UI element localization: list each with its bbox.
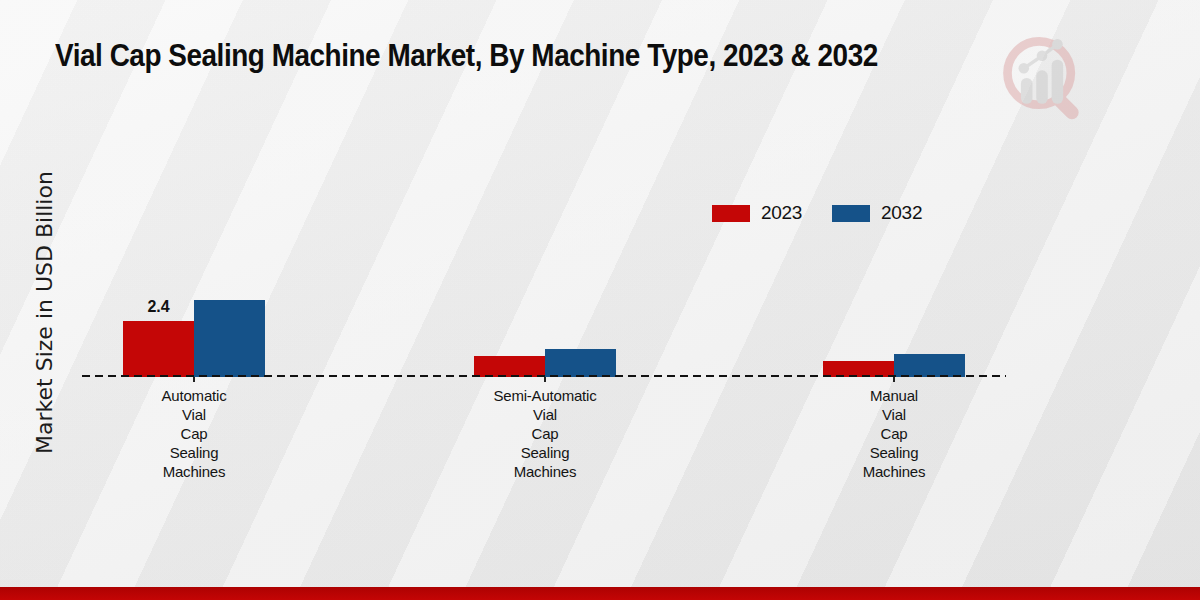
legend: 2023 2032	[712, 202, 922, 224]
x-axis-label-category-1: Semi-Automatic Vial Cap Sealing Machines	[455, 386, 635, 481]
legend-label: 2023	[761, 202, 802, 224]
chart-title: Vial Cap Sealing Machine Market, By Mach…	[55, 38, 878, 74]
bar-value-label: 2.4	[123, 298, 194, 316]
bar-2032-category-0	[194, 300, 265, 377]
bar-2023-category-0	[123, 321, 194, 377]
x-axis-label-category-0: Automatic Vial Cap Sealing Machines	[104, 386, 284, 481]
footer-accent-band	[0, 587, 1200, 600]
bar-2032-category-2	[894, 354, 965, 377]
bar-2023-category-1	[474, 356, 545, 377]
x-axis-tick	[893, 377, 895, 382]
bar-2032-category-1	[545, 349, 616, 377]
legend-item-2023: 2023	[712, 202, 802, 224]
legend-item-2032: 2032	[832, 202, 922, 224]
chart-canvas: Vial Cap Sealing Machine Market, By Mach…	[0, 0, 1200, 600]
x-axis-tick	[544, 377, 546, 382]
x-axis-label-category-2: Manual Vial Cap Sealing Machines	[804, 386, 984, 481]
y-axis-label: Market Size in USD Billion	[32, 163, 57, 463]
x-axis-tick	[193, 377, 195, 382]
magnifier-bar-chart-logo-icon	[995, 28, 1091, 124]
legend-swatch-2032	[832, 205, 870, 222]
legend-swatch-2023	[712, 205, 750, 222]
legend-label: 2032	[881, 202, 922, 224]
